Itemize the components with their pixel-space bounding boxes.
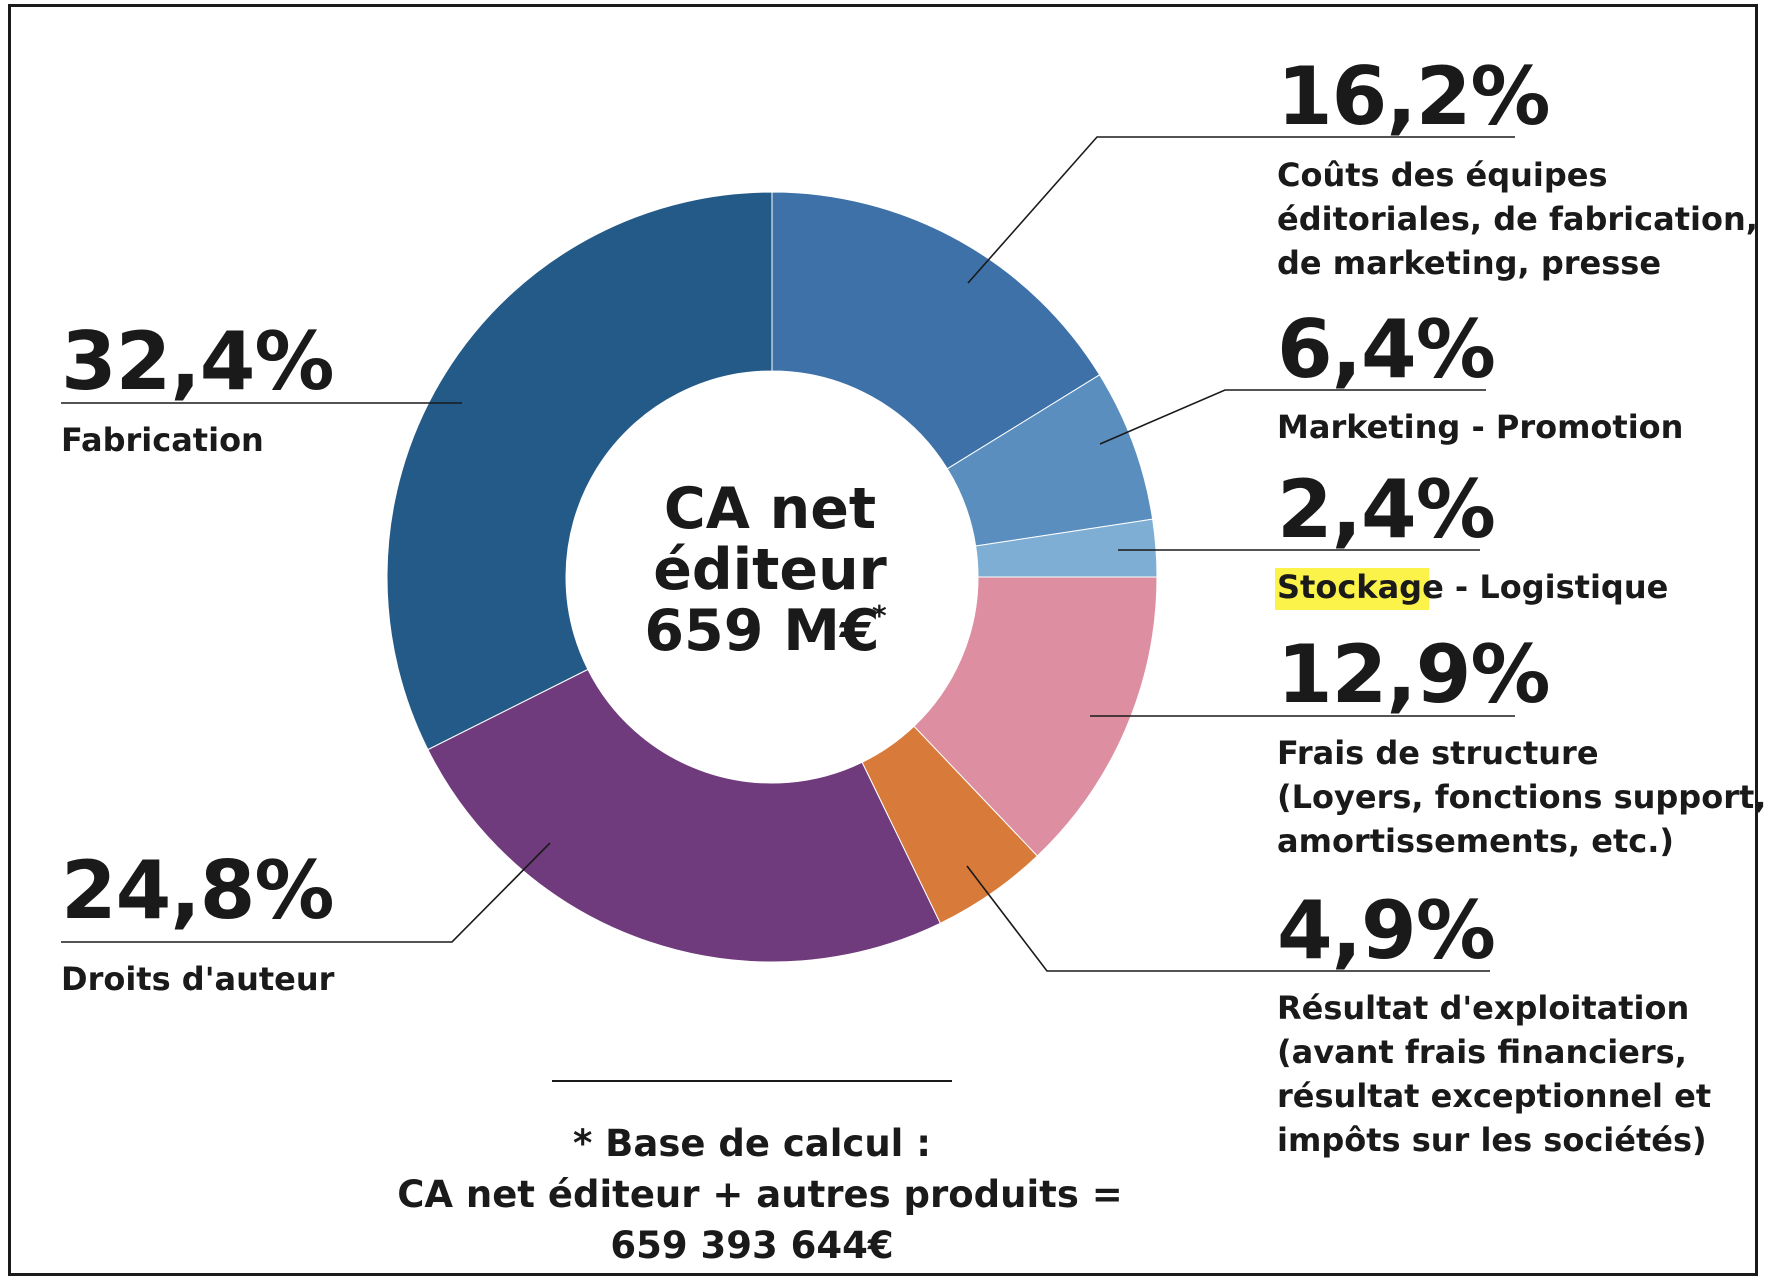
footnote-line-2: CA net éditeur + autres produits = — [397, 1173, 1123, 1216]
slice-droits-d-auteur — [427, 668, 941, 963]
center-line-1: CA net — [664, 476, 876, 542]
category-label-fabrication-1: Fabrication — [61, 421, 264, 459]
slice-labels: 16,2% Coûts des équipes éditoriales, de fa… — [61, 50, 1766, 1159]
category-label-resultat-d-exploitation-1: Résultat d'exploitation — [1277, 989, 1689, 1027]
percent-label-resultat-d-exploitation: 4,9% — [1277, 884, 1495, 977]
highlight-mark — [1275, 568, 1429, 610]
category-label-frais-de-structure-3: amortissements, etc.) — [1277, 822, 1674, 860]
footnote-line-3: 659 393 644€ — [610, 1224, 893, 1267]
center-asterisk: * — [872, 599, 887, 632]
leader-line-marketing-promotion — [1099, 389, 1486, 445]
percent-label-couts-des-equipes: 16,2% — [1277, 50, 1550, 143]
category-label-frais-de-structure-1: Frais de structure — [1277, 734, 1599, 772]
leader-line-resultat-d-exploitation — [966, 865, 1490, 972]
slice-couts-des-equipes — [771, 191, 1101, 470]
percent-label-fabrication: 32,4% — [61, 315, 334, 408]
category-label-resultat-d-exploitation-3: résultat exceptionnel et — [1277, 1077, 1711, 1115]
percent-label-stockage: 2,4% — [1277, 463, 1495, 556]
percent-label-marketing-promotion: 6,4% — [1277, 303, 1495, 396]
leader-line-droits-d-auteur — [61, 842, 551, 943]
category-label-couts-des-equipes-1: Coûts des équipes — [1277, 156, 1608, 194]
leader-line-couts-des-equipes — [967, 136, 1515, 284]
center-label: CA net éditeur 659 M€ * — [644, 476, 887, 664]
slice-fabrication — [386, 191, 773, 751]
category-label-resultat-d-exploitation-2: (avant frais financiers, — [1277, 1033, 1687, 1071]
category-label-droits-d-auteur-1: Droits d'auteur — [61, 960, 335, 998]
leader-lines — [61, 136, 1515, 972]
chart-frame — [8, 4, 1758, 1276]
footnote-line-1: * Base de calcul : — [573, 1122, 931, 1165]
center-line-3: 659 M€ — [644, 598, 879, 664]
percent-label-frais-de-structure: 12,9% — [1277, 628, 1550, 721]
donut-slices — [386, 191, 1158, 963]
category-label-marketing-promotion-1: Marketing - Promotion — [1277, 408, 1683, 446]
category-label-frais-de-structure-2: (Loyers, fonctions support, — [1277, 778, 1766, 816]
category-label-stockage: Stockage - Logistique — [1277, 568, 1668, 606]
category-label-couts-des-equipes-3: de marketing, presse — [1277, 244, 1661, 282]
footnote: * Base de calcul : CA net éditeur + autr… — [397, 1122, 1123, 1267]
category-label-resultat-d-exploitation-4: impôts sur les sociétés) — [1277, 1121, 1707, 1159]
percent-label-droits-d-auteur: 24,8% — [61, 844, 334, 937]
slice-frais-de-structure — [913, 576, 1158, 857]
center-line-2: éditeur — [653, 537, 887, 603]
category-label-couts-des-equipes-2: éditoriales, de fabrication, — [1277, 200, 1758, 238]
